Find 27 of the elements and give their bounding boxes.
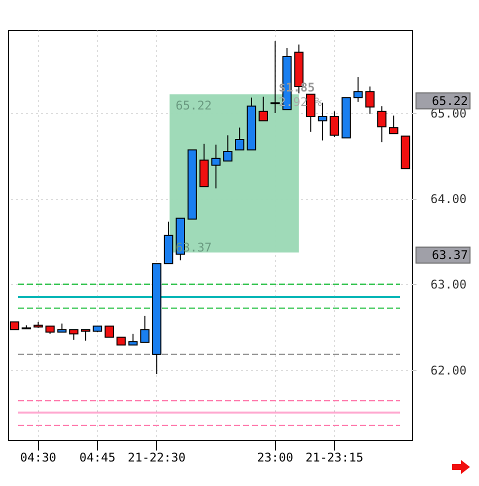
candlestick	[330, 110, 340, 138]
text: 65.22	[432, 94, 468, 108]
text: 63.37	[432, 248, 468, 262]
candlestick	[80, 329, 90, 342]
candlestick	[211, 144, 221, 189]
candlestick	[104, 326, 114, 338]
candlestick	[306, 94, 316, 132]
candlestick	[377, 106, 386, 143]
candlestick	[69, 329, 78, 340]
candlestick	[223, 134, 232, 162]
candlestick	[353, 76, 363, 102]
x-tick-label: 23:00	[257, 450, 294, 464]
candlestick	[128, 333, 138, 346]
candlestick	[388, 115, 398, 134]
annotation: 65.22	[176, 98, 212, 113]
y-tick-label: 65.00	[430, 106, 467, 121]
candlestick	[140, 315, 150, 343]
candlestick	[365, 86, 375, 114]
y-tick-label: 63.00	[430, 278, 467, 292]
x-tick-label: 21-23:15	[306, 450, 364, 464]
x-tick-label: 04:45	[79, 450, 116, 464]
candlestick	[234, 127, 244, 150]
y-tick-label: 64.00	[430, 192, 467, 206]
x-tick-label: 04:30	[20, 450, 56, 464]
candlestick	[258, 96, 268, 122]
y-tick-label: 62.00	[430, 363, 467, 378]
x-tick-label: 21-22:30	[128, 450, 186, 464]
